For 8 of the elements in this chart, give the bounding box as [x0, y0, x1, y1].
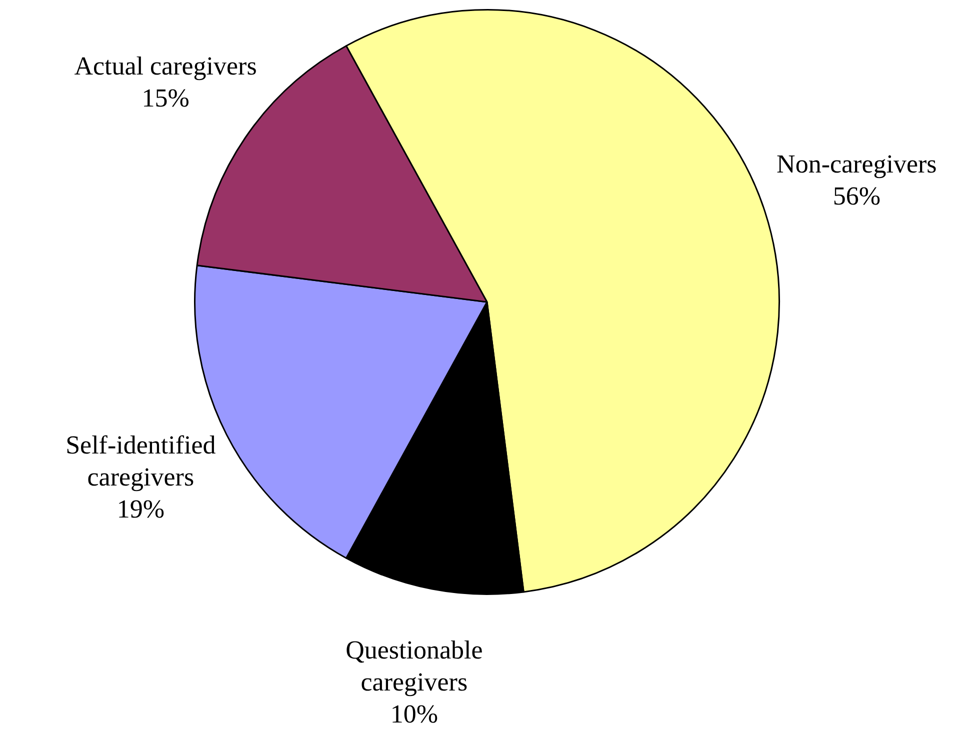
data-label: 15%	[142, 83, 190, 112]
slice-label: Questionable caregivers	[346, 636, 483, 697]
slice-label: Self-identified caregivers	[66, 430, 216, 492]
slice-label: Actual caregivers	[74, 51, 257, 80]
data-label: 56%	[832, 182, 881, 211]
data-label: 19%	[116, 494, 165, 524]
data-label: 10%	[390, 700, 438, 729]
slice-label: Non-caregivers	[776, 150, 937, 179]
